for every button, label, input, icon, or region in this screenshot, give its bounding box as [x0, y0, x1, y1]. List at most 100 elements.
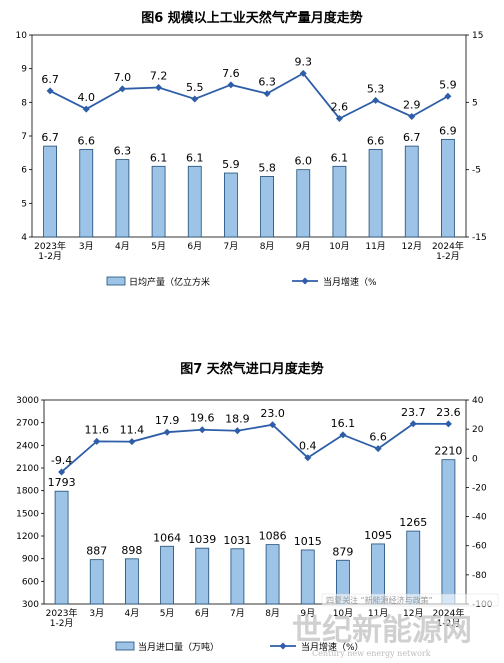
bar-series	[43, 138, 455, 238]
bar	[404, 145, 419, 238]
category-label: 7月	[224, 241, 239, 252]
bar	[300, 549, 315, 605]
bar-value-label: 887	[86, 545, 107, 558]
legend-bar-swatch	[115, 641, 135, 651]
bar-value-label: 6.1	[150, 151, 168, 164]
category-label: 2023年 1-2月	[46, 607, 78, 629]
line-value-label: 7.0	[114, 71, 132, 84]
bar-value-label: 6.7	[403, 131, 421, 144]
bar-value-label: 1793	[48, 476, 76, 489]
bar-value-label: 6.6	[367, 134, 385, 147]
bar-value-label: 6.7	[41, 131, 59, 144]
line-value-label: 6.3	[258, 76, 276, 89]
bar-value-label: 898	[121, 544, 142, 557]
category-label: 4月	[115, 241, 130, 252]
bar	[89, 559, 104, 605]
category-label: 11月	[365, 241, 385, 252]
category-label: 9月	[300, 608, 315, 619]
line-point	[198, 426, 206, 434]
category-label: 8月	[265, 608, 280, 619]
category-label: 7月	[230, 608, 245, 619]
bar-value-label: 5.9	[222, 158, 240, 171]
line-point	[269, 421, 277, 429]
right-tick-label: -15	[472, 233, 487, 243]
plot-frame	[31, 34, 467, 238]
watermark-subtitle: Century new energy network	[312, 649, 431, 658]
line-point	[444, 420, 452, 428]
category-label: 5月	[160, 608, 175, 619]
line-value-label: 19.6	[190, 412, 215, 425]
line-point	[408, 112, 416, 120]
right-tick-label: -80	[472, 571, 487, 581]
category-label: 8月	[260, 241, 275, 252]
legend-bar-label: 当月进口量（万吨）	[138, 641, 219, 653]
chart-production: 图6 规模以上工业天然气产量月度走势 4 5 6 7 8 9 10 -15 -5 5 15 2023年…	[16, 10, 487, 288]
right-tick-label: -60	[472, 542, 487, 552]
watermark: 四夏关注 “新能源经济与政策” 世纪新能源网 Century new energ…	[292, 593, 499, 658]
left-tick-label: 6	[21, 166, 27, 176]
line-value-label: 17.9	[155, 414, 180, 427]
line-series	[58, 420, 452, 476]
bar	[260, 175, 274, 238]
bar	[224, 172, 238, 238]
left-tick-label: 1500	[16, 509, 39, 519]
legend-bar-label: 日均产量（亿立方米	[129, 276, 210, 288]
axes: 3006009001200150018002100240027003000-10…	[16, 396, 493, 629]
category-label: 3月	[89, 608, 104, 619]
bar-value-label: 1265	[399, 516, 427, 529]
bar-value-label: 6.9	[439, 124, 457, 137]
legend-line-marker	[301, 277, 309, 285]
line-value-label: 18.9	[225, 413, 250, 426]
line-value-label: 0.4	[299, 440, 317, 453]
growth-line	[60, 422, 449, 473]
left-tick-label: 600	[22, 577, 39, 587]
category-label: 5月	[151, 241, 166, 252]
left-tick-label: 1800	[16, 487, 39, 497]
bar-value-label: 1064	[153, 531, 181, 544]
bar-value-label: 1039	[188, 533, 216, 546]
left-tick-label: 8	[21, 98, 27, 108]
chart-import: 图7 天然气进口月度走势 300 600 900 1200 1500 1800 2100 24…	[16, 361, 493, 653]
category-label: 11月	[368, 608, 388, 619]
category-label: 2024年 1-2月	[432, 240, 464, 262]
line-value-label: 6.7	[41, 73, 59, 86]
left-tick-label: 2700	[16, 419, 39, 429]
bar-value-label: 6.0	[295, 155, 313, 168]
right-tick-label: 15	[472, 31, 483, 41]
watermark-tag-box	[321, 593, 499, 607]
bar-value-label: 1086	[259, 530, 287, 543]
bar	[441, 138, 455, 238]
bar	[125, 558, 139, 605]
category-label: 10月	[329, 241, 349, 252]
bar	[332, 165, 347, 238]
line-point	[46, 87, 54, 95]
line-point	[93, 437, 101, 445]
line-value-label: -9.4	[51, 454, 72, 467]
line-value-label: 23.0	[260, 407, 285, 420]
line-point	[444, 92, 452, 100]
category-label: 3月	[79, 241, 94, 252]
category-label: 10月	[333, 608, 353, 619]
line-value-label: 4.0	[78, 91, 96, 104]
line-point	[372, 96, 380, 104]
bar	[151, 165, 166, 238]
line-value-label: 6.6	[369, 431, 387, 444]
right-tick-label: 40	[472, 396, 484, 406]
line-value-label: 11.6	[85, 423, 110, 436]
line-point	[299, 69, 307, 77]
left-tick-label: 7	[21, 132, 27, 142]
legend: 当月进口量（万吨） 当月增速（%）	[115, 641, 364, 653]
left-tick-label: 1200	[16, 532, 39, 542]
right-tick-label: -40	[472, 513, 487, 523]
data-labels: 1793 887 898 1064 1039 1031 1086 1015 879 1095 126…	[48, 406, 463, 559]
plot-frame	[43, 399, 467, 605]
bar	[160, 545, 174, 605]
bar	[230, 548, 245, 605]
line-point	[227, 81, 235, 89]
bar-series	[54, 459, 456, 605]
line-point	[128, 438, 136, 446]
legend-line-label: 当月增速（%）	[301, 641, 364, 653]
bar	[79, 149, 94, 238]
line-value-label: 7.6	[222, 67, 240, 80]
